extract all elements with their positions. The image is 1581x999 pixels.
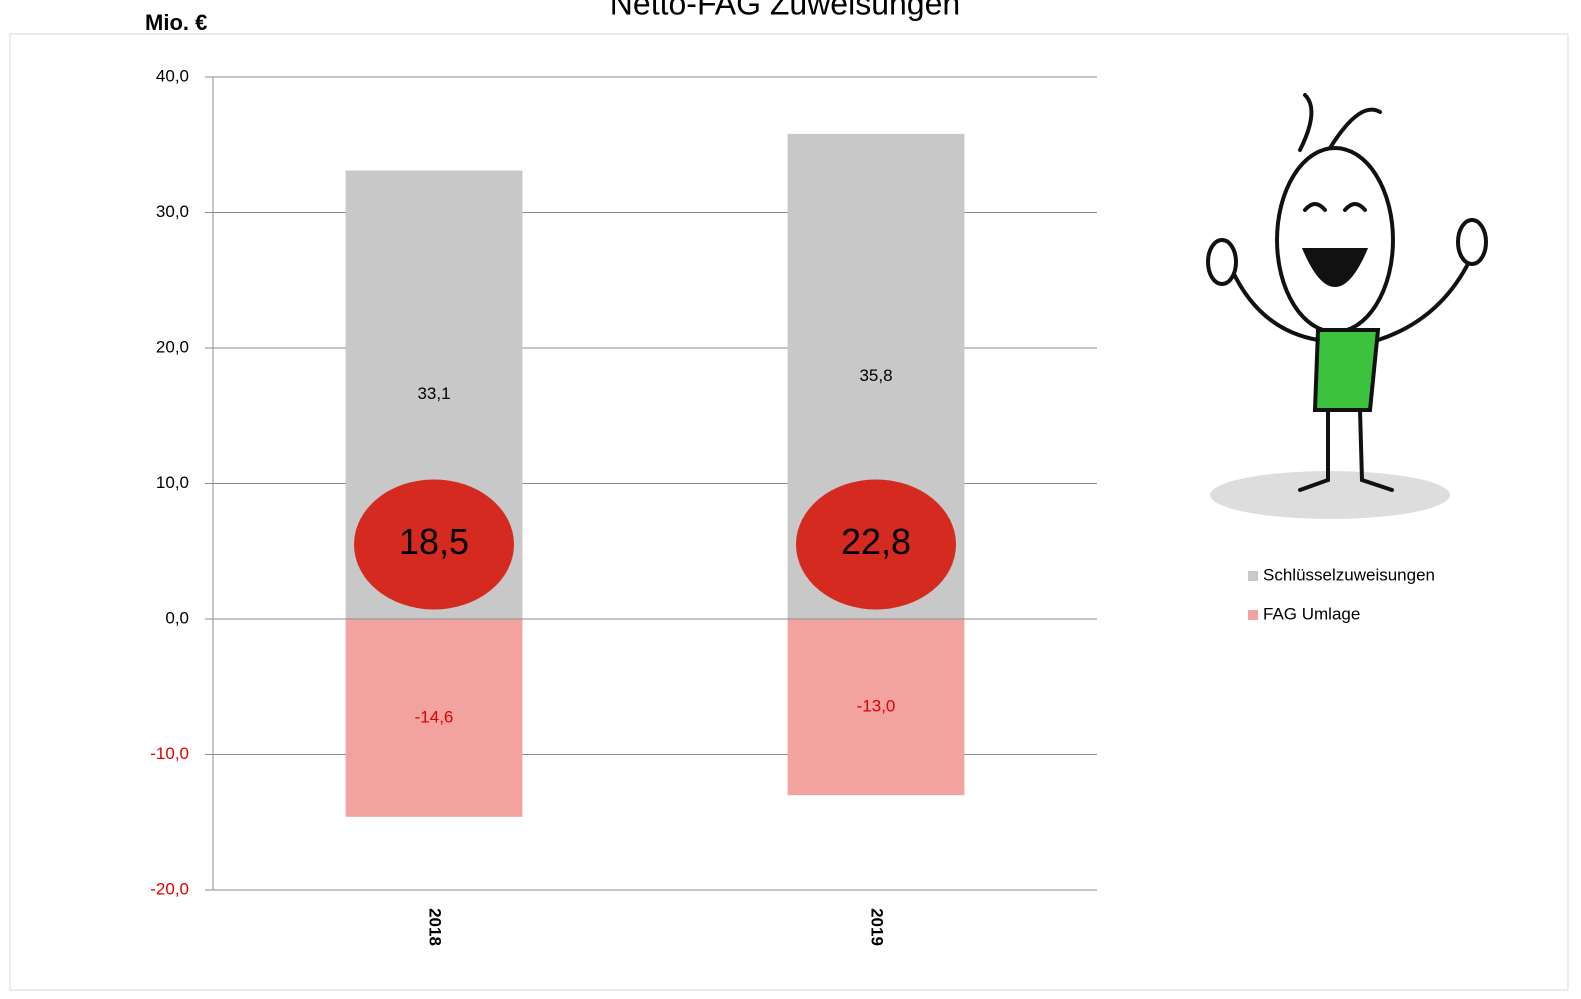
net-label: 22,8 [841, 521, 911, 562]
y-axis-label: Mio. € [145, 10, 207, 35]
cartoon [1208, 95, 1486, 519]
x-tick-label: 2018 [426, 908, 445, 946]
value-label: -13,0 [857, 697, 896, 716]
legend-label: FAG Umlage [1263, 604, 1360, 623]
y-tick-label: 40,0 [156, 66, 189, 85]
chart: Netto-FAG Zuweisungen Mio. € -20,0 -10,0 0… [0, 0, 1581, 999]
y-tick-label: 0,0 [165, 608, 189, 627]
y-tick-label: 30,0 [156, 202, 189, 221]
y-tick-label: 10,0 [156, 473, 189, 492]
page: Netto-FAG Zuweisungen Mio. € -20,0 -10,0 0… [0, 0, 1581, 999]
net-label: 18,5 [399, 521, 469, 562]
legend-label: Schlüsselzuweisungen [1263, 565, 1435, 584]
y-tick-label: -10,0 [150, 744, 189, 763]
y-tick-label: 20,0 [156, 337, 189, 356]
x-tick-label: 2019 [868, 908, 887, 946]
value-label: 33,1 [417, 384, 450, 403]
value-label: 35,8 [859, 366, 892, 385]
legend-swatch [1248, 571, 1258, 581]
y-tick-label: -20,0 [150, 879, 189, 898]
legend-swatch [1248, 610, 1258, 620]
value-label: -14,6 [415, 707, 454, 726]
chart-title: Netto-FAG Zuweisungen [610, 0, 960, 21]
